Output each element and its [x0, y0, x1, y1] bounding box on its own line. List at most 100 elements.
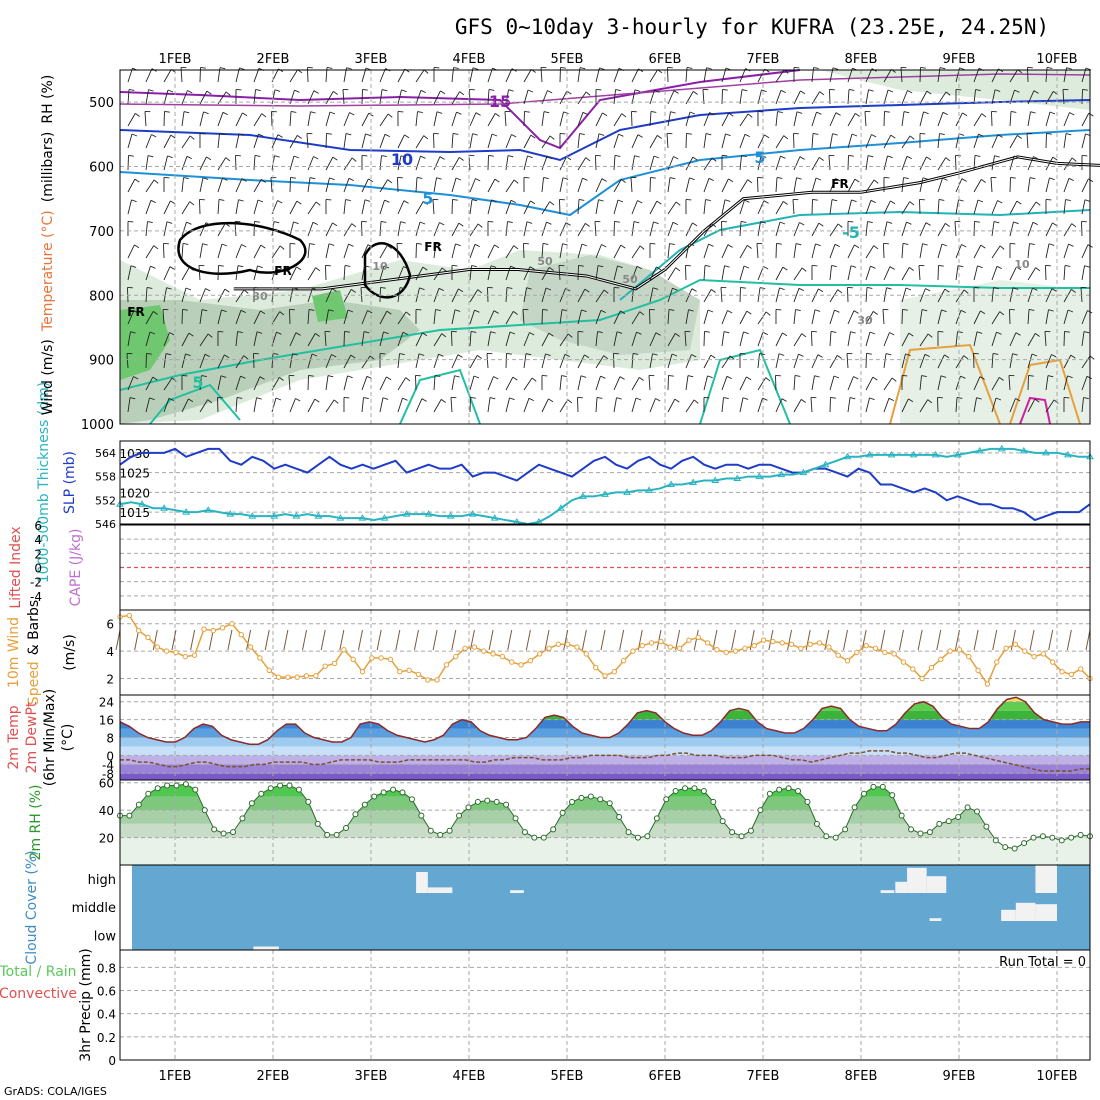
wind-barb — [217, 112, 224, 127]
wind-barb — [505, 353, 507, 369]
surface-wind-barb — [1010, 629, 1016, 651]
wind-barb — [685, 133, 687, 149]
wind-barb-flag — [422, 332, 428, 337]
wind-barb-flag — [134, 178, 140, 183]
wind-barb-flag — [631, 111, 637, 113]
wind-barb — [847, 265, 852, 281]
thickness-marker — [138, 500, 146, 507]
lifted-tick-label: -4 — [30, 590, 42, 604]
wind-barb — [811, 133, 814, 149]
bottom-date-label: 1FEB — [159, 1069, 192, 1084]
wind-barb-flag — [540, 67, 547, 69]
wind-barb-flag — [873, 311, 878, 315]
wind-barb-flag — [831, 199, 838, 202]
thickness-marker — [424, 510, 433, 517]
temp-tick-label: 24 — [99, 696, 114, 710]
wind-barb-flag — [529, 266, 535, 270]
wind-barb — [1045, 111, 1051, 127]
wind-barb — [289, 221, 294, 237]
wind-barb — [991, 221, 995, 237]
wind-barb — [702, 89, 705, 105]
wind-barb — [127, 265, 132, 281]
wind-barb — [487, 331, 491, 347]
wind-barb — [703, 223, 713, 237]
wind-barb-flag — [981, 179, 986, 183]
wind-barb-flag — [707, 309, 714, 313]
wind-barb-flag — [509, 397, 515, 401]
wind-barb-flag — [128, 155, 134, 157]
rh-marker — [644, 833, 651, 840]
thickness-marker — [711, 476, 720, 484]
cloud-cover-bar — [1015, 902, 1036, 921]
wind-barb-flag — [1049, 111, 1056, 115]
wind-barb — [721, 265, 725, 281]
wind-barb-flag — [796, 111, 803, 114]
wind-barb — [667, 222, 674, 237]
wind-barb — [595, 244, 602, 259]
surface-wind-barb — [992, 629, 998, 651]
wind-barb — [847, 89, 850, 105]
wind-barb-flag — [656, 266, 662, 271]
wind-barb — [343, 309, 349, 325]
wind-barb — [288, 375, 291, 391]
wind-barb — [181, 243, 184, 259]
wind-barb — [271, 134, 279, 149]
wind-barb — [343, 331, 345, 347]
wind-barb — [163, 266, 171, 281]
wind-barb — [793, 354, 799, 369]
wind-barb-flag — [255, 89, 261, 92]
wind-barb-flag — [470, 397, 476, 399]
wind-barb-flag — [921, 309, 928, 312]
wind-barb — [181, 156, 188, 171]
wind-barb — [901, 243, 904, 259]
surface-wind-barb — [544, 629, 550, 651]
wind-barb-flag — [578, 199, 585, 201]
wind-barb-flag — [217, 397, 223, 399]
wind-barb — [181, 111, 185, 127]
wind-barb — [1044, 331, 1047, 347]
wind-barb — [631, 287, 634, 303]
wind-barb — [253, 113, 263, 127]
wind-barb — [487, 287, 489, 303]
wind-barb — [685, 177, 690, 193]
wind-barb — [325, 222, 333, 237]
freezing-loop-a — [177, 221, 307, 275]
wind-barb — [1081, 221, 1083, 237]
wind-barb-flag — [261, 179, 266, 183]
wind-barb — [1063, 199, 1066, 215]
wind-barb — [883, 89, 889, 105]
wind-barb-flag — [997, 200, 1003, 204]
wind-barb-flag — [919, 199, 925, 201]
wind-barb-flag — [506, 353, 512, 355]
isotherm-15b — [1009, 358, 1081, 425]
rh-marker — [832, 834, 839, 841]
wind-barb — [613, 113, 623, 127]
wind-barb-flag — [654, 89, 660, 93]
wind-barb-flag — [639, 377, 644, 381]
wind-barb-flag — [254, 155, 261, 157]
run-total-label: Run Total = 0 — [999, 955, 1086, 970]
wind-speed-marker — [191, 652, 198, 658]
wind-barb-flag — [310, 111, 316, 114]
wind-barb — [325, 133, 327, 149]
wind-barb — [451, 199, 453, 215]
wind-barb-flag — [1029, 177, 1036, 180]
precip-tick-label: 0.8 — [97, 961, 116, 975]
wind-barb-flag — [955, 88, 962, 91]
wind-barb-flag — [976, 331, 983, 334]
rh-marker — [399, 789, 406, 796]
wind-barb — [775, 177, 778, 193]
surface-wind-barb — [936, 629, 942, 651]
slp-tick-label: 1025 — [119, 467, 150, 481]
wind-barb-flag — [958, 133, 965, 136]
wind-barb-flag — [724, 199, 731, 202]
wind-barb-flag — [1046, 67, 1053, 69]
wind-speed-marker — [984, 681, 991, 687]
surface-wind-barb — [320, 629, 326, 651]
wind-barb — [955, 155, 957, 171]
wind-barb-flag — [938, 199, 945, 201]
wind-barb — [1081, 355, 1091, 369]
slp-tick-label: 1030 — [119, 447, 150, 461]
wind-barb — [217, 243, 223, 259]
wind-barb-flag — [977, 199, 984, 203]
